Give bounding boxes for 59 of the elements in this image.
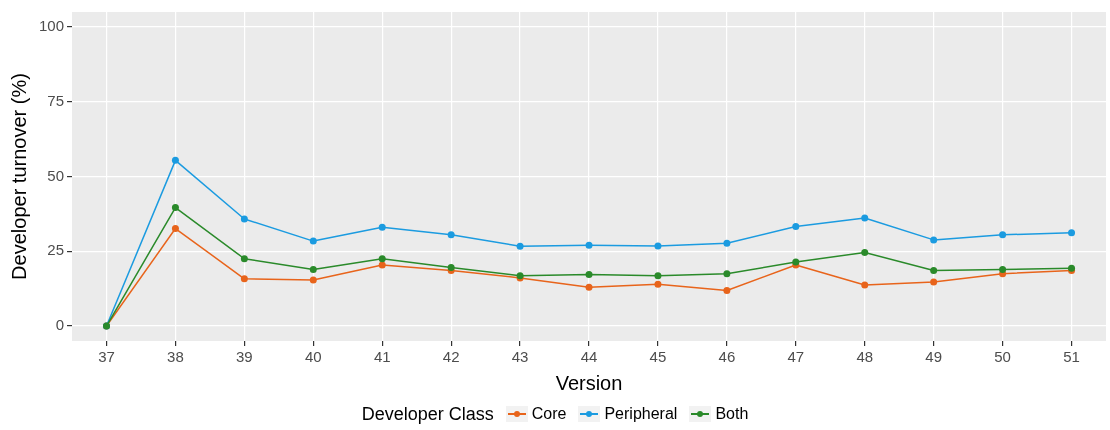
x-tick-label: 48: [856, 348, 874, 366]
point: [1068, 229, 1076, 237]
point: [654, 280, 662, 288]
y-tick-label: 75: [47, 91, 65, 109]
point: [240, 275, 248, 283]
x-tick-label: 51: [1063, 348, 1080, 366]
legend-label: Core: [531, 405, 567, 423]
point: [171, 225, 179, 233]
point: [723, 286, 731, 294]
x-tick-label: 40: [304, 348, 322, 366]
x-tick-label: 41: [373, 348, 391, 366]
point: [723, 270, 731, 278]
point: [516, 242, 524, 250]
x-tick-label: 42: [442, 348, 460, 366]
y-tick-label: 50: [47, 166, 65, 184]
legend-title: Developer Class: [361, 403, 494, 425]
point: [930, 266, 938, 274]
point: [861, 281, 869, 289]
point: [309, 237, 317, 245]
point: [378, 223, 386, 231]
point: [723, 239, 731, 247]
point: [171, 204, 179, 212]
x-tick-label: 44: [580, 348, 598, 366]
point: [654, 242, 662, 250]
point: [240, 215, 248, 223]
point: [585, 241, 593, 249]
point: [309, 266, 317, 274]
point: [999, 266, 1007, 274]
x-axis-title: Version: [555, 371, 623, 394]
point: [654, 272, 662, 280]
x-tick-label: 45: [649, 348, 667, 366]
x-tick-label: 50: [994, 348, 1011, 366]
x-tick-label: 49: [925, 348, 943, 366]
point: [861, 214, 869, 222]
point: [930, 236, 938, 244]
y-tick-label: 100: [39, 17, 65, 35]
point: [378, 255, 386, 263]
point: [930, 278, 938, 286]
point: [240, 255, 248, 263]
legend-label: Peripheral: [604, 405, 678, 423]
point: [585, 271, 593, 279]
point: [447, 231, 455, 239]
x-tick-label: 37: [98, 348, 115, 366]
x-tick-label: 46: [718, 348, 736, 366]
legend-label: Both: [715, 405, 749, 423]
x-tick-label: 43: [511, 348, 529, 366]
point: [309, 276, 317, 284]
point: [999, 231, 1007, 239]
x-tick-label: 39: [236, 348, 253, 366]
y-axis-title: Developer turnover (%): [7, 73, 30, 280]
x-tick-label: 38: [167, 348, 184, 366]
point: [861, 248, 869, 256]
x-tick-label: 47: [787, 348, 805, 366]
point: [585, 283, 593, 291]
y-tick-label: 25: [47, 241, 65, 259]
y-tick-label: 0: [55, 316, 65, 334]
point: [378, 261, 386, 269]
point: [171, 156, 179, 164]
point: [792, 222, 800, 230]
